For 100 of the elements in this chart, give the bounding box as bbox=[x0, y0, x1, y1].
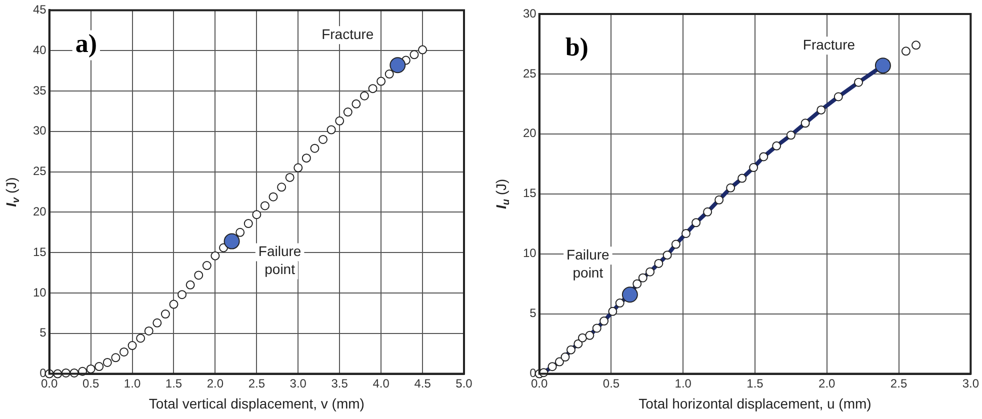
point bbox=[759, 152, 768, 162]
point bbox=[244, 219, 253, 228]
annotation: Fracture bbox=[802, 36, 856, 52]
x-axis-title: Total vertical displacement, v (mm) bbox=[148, 395, 364, 412]
point bbox=[646, 267, 655, 276]
annotation: Failure point bbox=[566, 246, 610, 281]
point bbox=[326, 125, 336, 134]
point bbox=[318, 134, 328, 144]
point bbox=[608, 306, 618, 316]
point bbox=[560, 352, 570, 362]
x-tick-label: 1.5 bbox=[746, 376, 764, 390]
y-tick-label: 45 bbox=[32, 2, 47, 17]
point bbox=[615, 298, 624, 308]
point bbox=[738, 174, 747, 183]
point bbox=[384, 70, 394, 79]
point bbox=[128, 341, 137, 350]
x-tick-label: 0.0 bbox=[41, 376, 58, 390]
point bbox=[726, 183, 736, 192]
point bbox=[816, 105, 826, 114]
annotation: Fracture bbox=[322, 26, 374, 42]
point bbox=[376, 76, 386, 86]
x-tick-label: 2.5 bbox=[248, 376, 266, 390]
point bbox=[277, 182, 286, 192]
point bbox=[285, 172, 294, 182]
x-tick-label: 4.0 bbox=[372, 376, 390, 390]
y-tick-label: 25 bbox=[32, 164, 47, 178]
x-tick-label: 4.5 bbox=[414, 376, 432, 390]
point bbox=[194, 270, 204, 280]
point bbox=[578, 333, 587, 342]
y-tick-label: 15 bbox=[32, 244, 47, 259]
point bbox=[662, 250, 672, 260]
point bbox=[574, 339, 583, 348]
point bbox=[600, 316, 609, 326]
y-tick-label: 5 bbox=[530, 306, 537, 320]
annotation: a) bbox=[75, 28, 98, 58]
point bbox=[178, 290, 187, 300]
point bbox=[632, 279, 642, 288]
point bbox=[152, 318, 162, 328]
point bbox=[224, 233, 240, 250]
x-tick-label: 0.5 bbox=[82, 376, 100, 390]
y-tick-label: 30 bbox=[32, 124, 47, 138]
point bbox=[202, 261, 212, 270]
x-tick-label: 5.0 bbox=[456, 376, 473, 390]
point bbox=[901, 46, 910, 56]
point bbox=[703, 207, 712, 216]
x-tick-label: 3.0 bbox=[290, 376, 307, 390]
point bbox=[548, 362, 557, 372]
point bbox=[410, 50, 419, 60]
point bbox=[368, 84, 378, 94]
point bbox=[786, 130, 796, 140]
x-tick-label: 0.5 bbox=[602, 376, 620, 390]
point bbox=[186, 280, 195, 290]
y-tick-label: 30 bbox=[522, 6, 537, 20]
point bbox=[638, 273, 648, 282]
x-tick-label: 2.0 bbox=[206, 376, 224, 390]
annotation: Failure point bbox=[258, 243, 302, 278]
x-tick-label: 1.0 bbox=[674, 376, 692, 390]
point bbox=[418, 45, 428, 54]
point bbox=[554, 357, 564, 366]
point bbox=[772, 141, 782, 150]
y-tick-label: 15 bbox=[522, 186, 537, 200]
point bbox=[714, 195, 724, 204]
point bbox=[352, 99, 361, 108]
point bbox=[834, 92, 843, 102]
x-tick-label: 1.5 bbox=[165, 376, 182, 390]
point bbox=[566, 345, 576, 354]
x-tick-label: 2.0 bbox=[818, 376, 836, 390]
point bbox=[343, 108, 352, 117]
point bbox=[94, 362, 104, 372]
point bbox=[252, 210, 262, 220]
annotation: b) bbox=[565, 32, 588, 62]
y-tick-label: 25 bbox=[522, 66, 537, 80]
x-tick-label: 2.5 bbox=[890, 376, 908, 390]
point bbox=[86, 364, 96, 374]
y-axis-title: Iu (J) bbox=[492, 178, 512, 210]
point bbox=[144, 326, 154, 336]
x-tick-label: 3.5 bbox=[331, 376, 348, 390]
y-tick-label: 10 bbox=[32, 285, 47, 300]
point bbox=[800, 118, 810, 128]
point bbox=[585, 330, 594, 340]
point bbox=[390, 57, 406, 74]
y-axis-title: Iv (J) bbox=[2, 177, 22, 207]
point bbox=[335, 116, 344, 126]
point bbox=[854, 78, 864, 87]
point bbox=[360, 91, 369, 100]
point bbox=[302, 154, 311, 163]
x-axis-title: Total horizontal displacement, u (mm) bbox=[638, 395, 872, 412]
y-tick-label: 20 bbox=[32, 204, 47, 219]
point bbox=[622, 286, 638, 303]
point bbox=[749, 163, 758, 172]
point bbox=[119, 347, 128, 356]
point bbox=[102, 358, 112, 367]
point bbox=[654, 258, 664, 268]
point bbox=[160, 310, 170, 319]
point bbox=[236, 228, 245, 237]
y-tick-label: 40 bbox=[32, 42, 47, 57]
y-tick-label: 10 bbox=[522, 246, 537, 260]
point bbox=[592, 324, 602, 333]
point bbox=[210, 251, 220, 260]
point bbox=[169, 300, 178, 309]
